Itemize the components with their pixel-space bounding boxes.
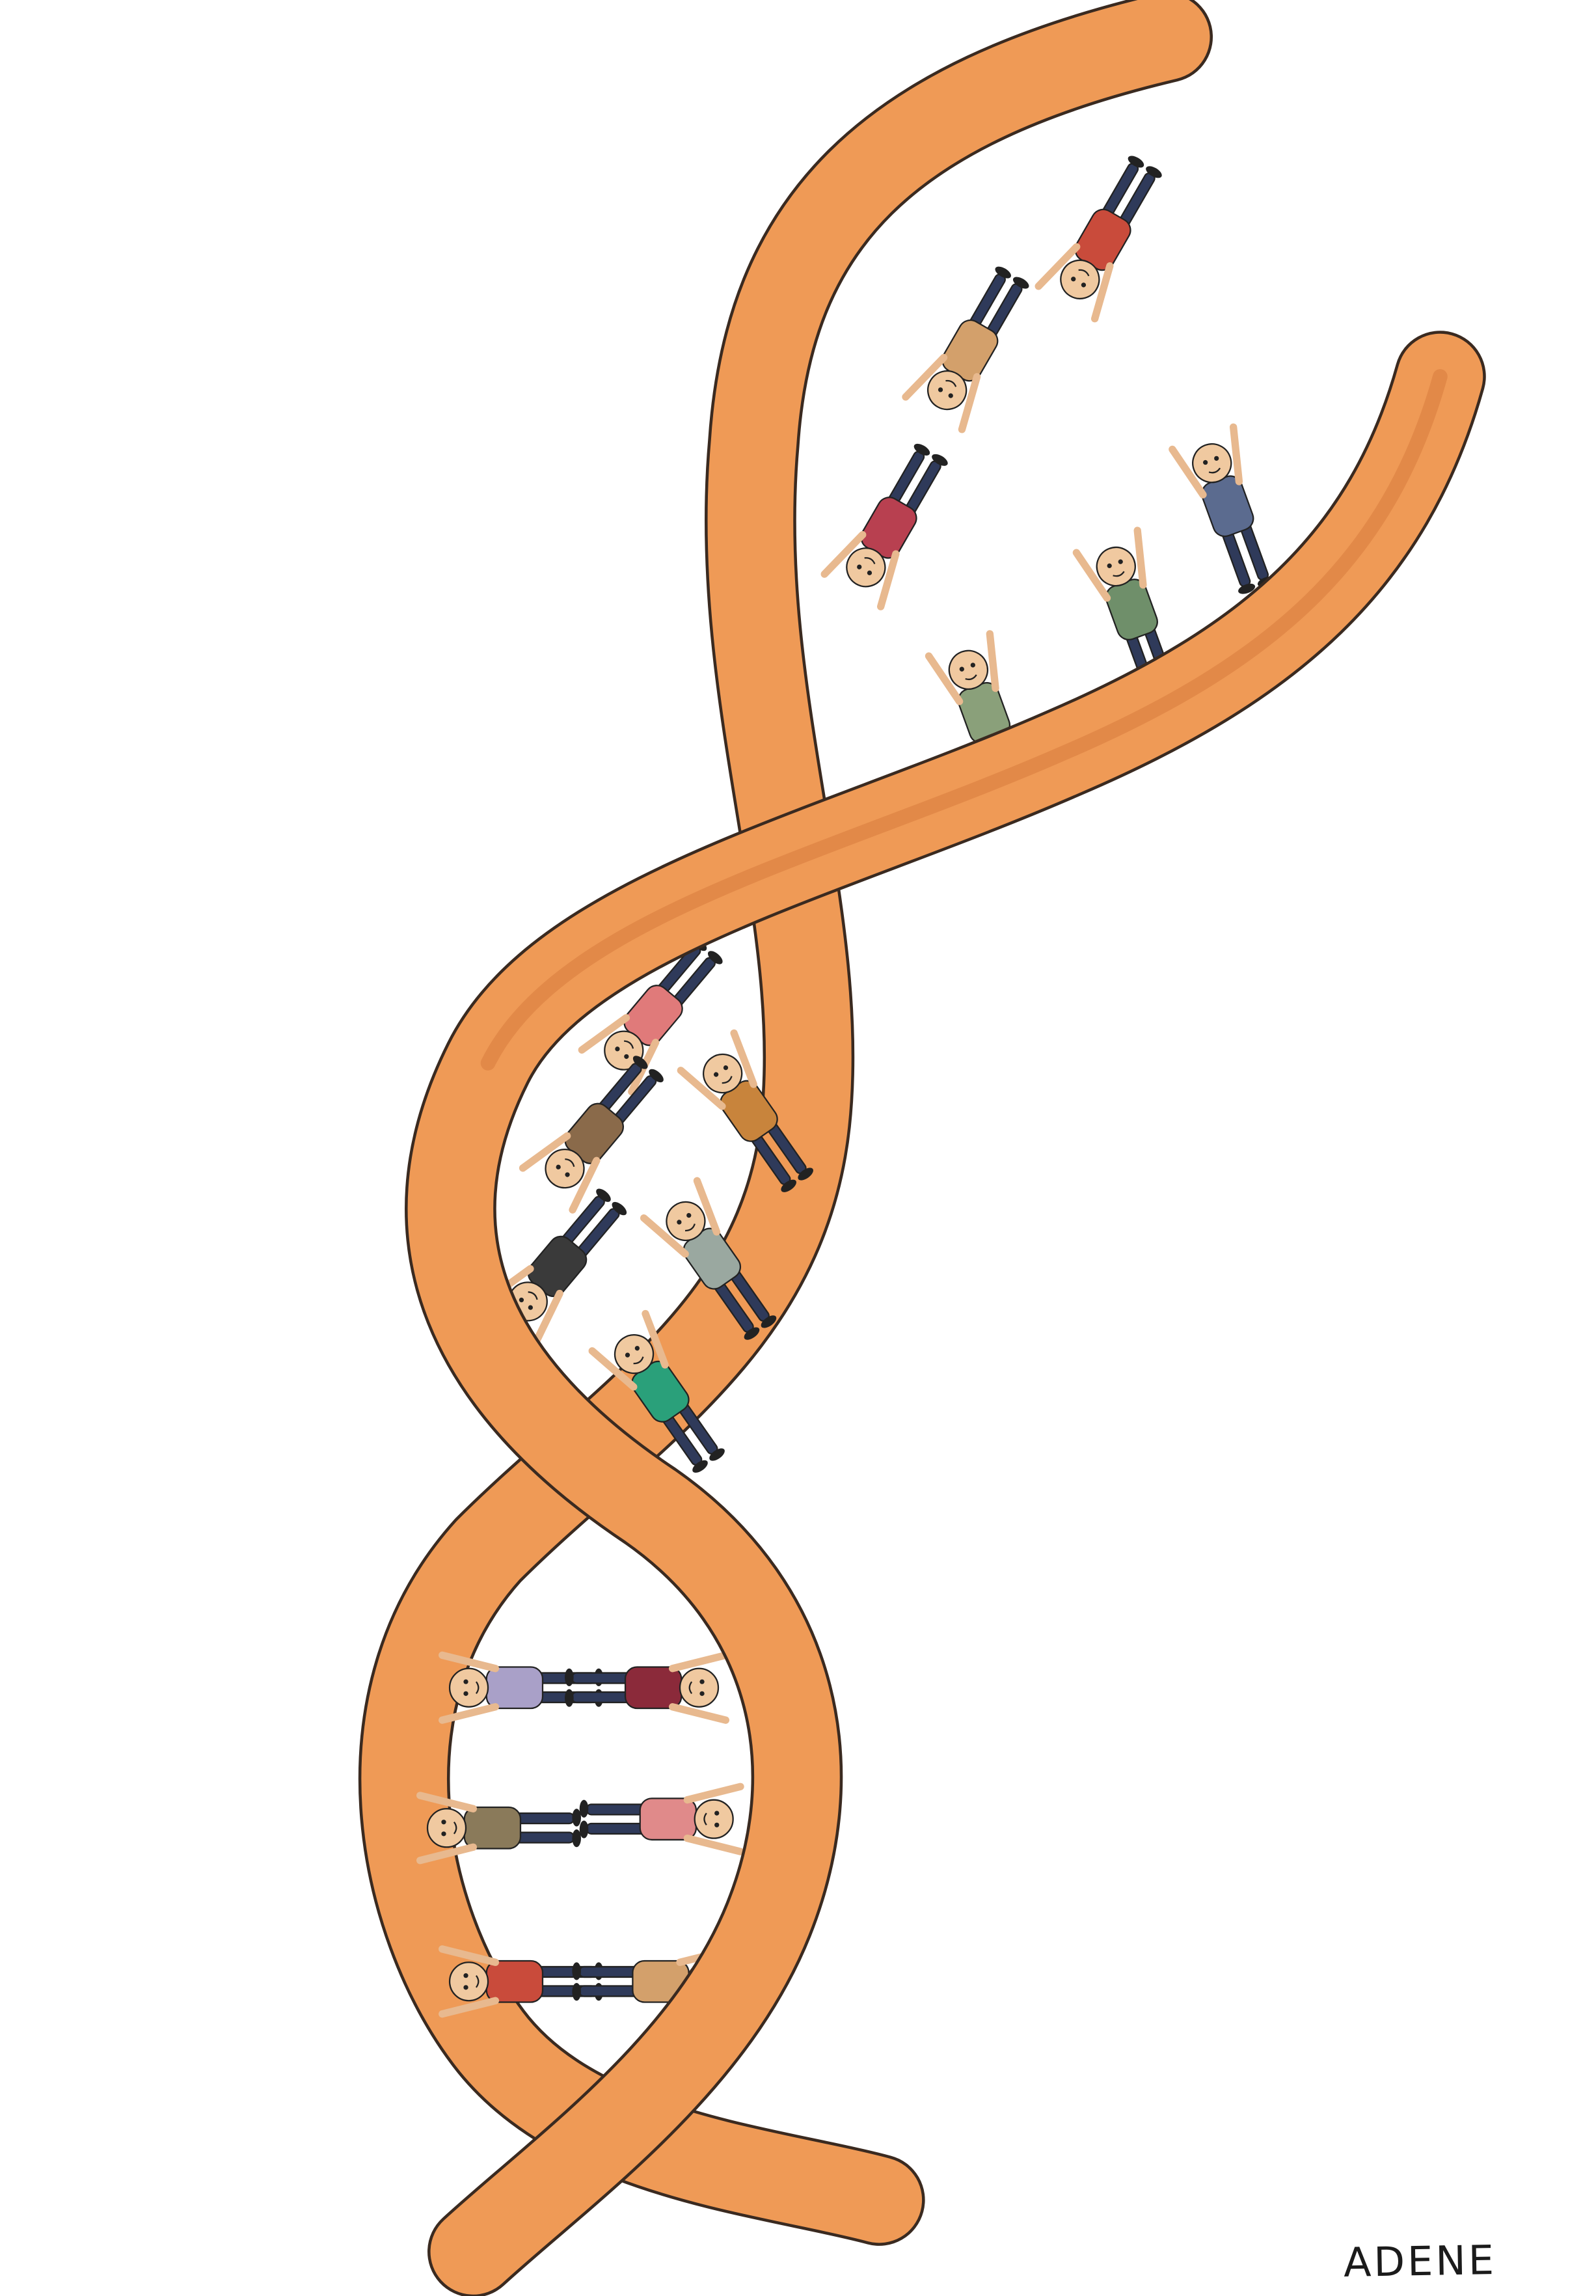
person-figure — [906, 258, 1042, 430]
person-figure — [442, 1949, 603, 2014]
person-figure — [1172, 427, 1288, 601]
person-figure — [824, 435, 961, 607]
person-figure — [420, 1796, 581, 1861]
person-figure — [523, 1045, 676, 1210]
person-figure — [580, 1786, 740, 1852]
person-figure — [442, 1655, 603, 1720]
person-figure — [565, 1655, 725, 1720]
artist-signature: ADENE — [1343, 2236, 1496, 2286]
person-figure — [1038, 147, 1175, 319]
